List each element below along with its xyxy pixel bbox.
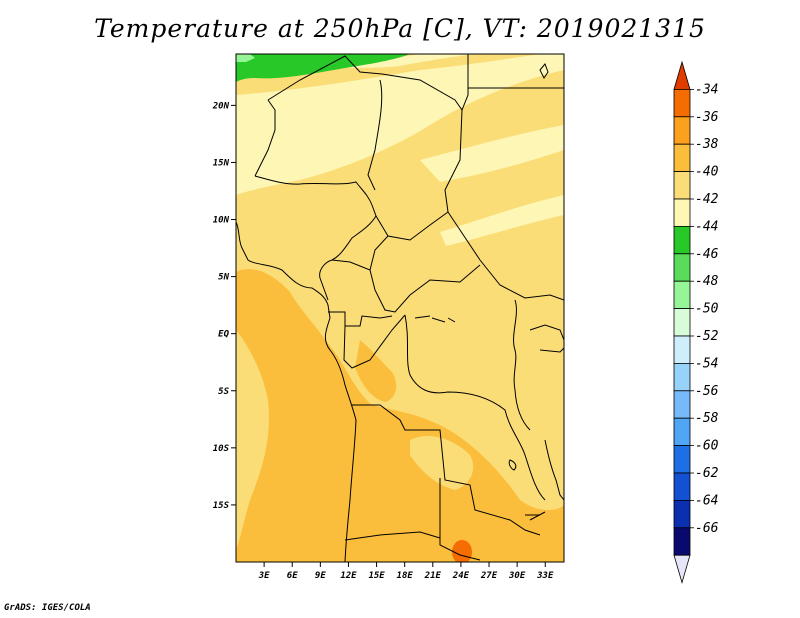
colorbar-swatch xyxy=(673,527,691,556)
colorbar-top-arrow xyxy=(673,60,691,90)
colorbar-swatch xyxy=(673,417,691,447)
colorbar-swatch xyxy=(673,472,691,501)
island xyxy=(539,63,549,79)
border xyxy=(343,314,406,369)
colorbar-level-label: -40 xyxy=(695,165,719,180)
colorbar-level-label: -64 xyxy=(695,493,718,508)
colorbar-swatch xyxy=(673,198,691,227)
colorbar-bottom-arrow xyxy=(673,554,691,585)
colorbar-level-label: -62 xyxy=(695,466,719,481)
border xyxy=(444,109,564,301)
colorbar-swatch xyxy=(673,362,691,392)
lon-tick-label: 21E xyxy=(424,571,442,581)
lake xyxy=(414,315,456,323)
lake xyxy=(508,459,517,471)
lat-tick-label: 10N xyxy=(213,216,230,226)
lon-tick-label: 18E xyxy=(397,571,414,581)
colorbar-swatch xyxy=(673,445,691,474)
border xyxy=(328,311,393,327)
lat-tick-label: 15N xyxy=(213,158,230,168)
colorbar-level-label: -44 xyxy=(695,219,718,234)
lat-tick-label: 15S xyxy=(213,501,230,511)
colorbar: -34 -36 -38 -40 -42 -44 -46 -48 -50 -52 -54 -56 -58 -… xyxy=(673,60,719,585)
colorbar-swatch xyxy=(673,280,691,310)
border xyxy=(367,79,383,191)
colorbar-swatch xyxy=(673,143,691,172)
lat-tick-label: 5N xyxy=(218,273,229,283)
colorbar-level-label: -66 xyxy=(695,521,719,536)
colorbar-level-label: -36 xyxy=(695,110,719,125)
colorbar-swatch xyxy=(673,225,691,255)
map-frame xyxy=(235,53,565,563)
colorbar-level-label: -48 xyxy=(695,274,719,289)
colorbar-level-label: -50 xyxy=(695,302,719,317)
border xyxy=(439,478,481,561)
grads-credit: GrADS: IGES/COLA xyxy=(4,603,91,613)
field-band-38-36 xyxy=(355,340,397,402)
colorbar-level-label: -34 xyxy=(695,82,718,97)
field-band-42-40 xyxy=(236,54,564,195)
border xyxy=(513,299,531,431)
lat-tick-label: 20N xyxy=(212,101,230,111)
colorbar-level-label: -38 xyxy=(695,137,719,152)
colorbar-level-label: -56 xyxy=(695,384,719,399)
temperature-field xyxy=(236,54,564,562)
chart-title: Temperature at 250hPa [C], VT: 201902131… xyxy=(94,14,706,43)
border xyxy=(375,211,449,241)
field-band-38-36 xyxy=(236,269,564,562)
colorbar-swatch xyxy=(673,390,691,419)
colorbar-level-label: -46 xyxy=(695,247,719,262)
lon-tick-label: 30E xyxy=(508,571,526,581)
border xyxy=(352,404,541,536)
colorbar-swatch xyxy=(673,308,691,337)
colorbar-swatch xyxy=(673,116,691,145)
lon-tick-label: 9E xyxy=(315,571,326,581)
colorbar-swatch xyxy=(673,171,691,200)
border xyxy=(331,259,481,313)
colorbar-swatch xyxy=(673,89,691,118)
lon-tick-label: 24E xyxy=(452,571,470,581)
map-boundaries xyxy=(236,54,564,562)
colorbar-swatch xyxy=(673,335,691,364)
lon-tick-label: 6E xyxy=(287,571,298,581)
field-band-38-36 xyxy=(410,435,474,490)
border xyxy=(539,347,564,353)
colorbar-level-label: -60 xyxy=(695,439,719,454)
border xyxy=(404,314,546,501)
lon-tick-label: 33E xyxy=(536,571,554,581)
field-band-38-36 xyxy=(236,330,269,550)
lat-tick-label: EQ xyxy=(218,330,229,340)
border xyxy=(544,439,564,501)
coastline xyxy=(236,221,357,562)
colorbar-swatch xyxy=(673,499,691,529)
border xyxy=(267,54,469,112)
colorbar-level-label: -52 xyxy=(695,329,719,344)
lat-tick-label: 10S xyxy=(213,444,230,454)
lon-tick-label: 27E xyxy=(480,571,498,581)
field-band-46-44 xyxy=(236,54,255,62)
colorbar-level-label: -42 xyxy=(695,192,719,207)
lake xyxy=(525,511,546,521)
border xyxy=(254,99,276,177)
border xyxy=(344,531,441,541)
border xyxy=(369,235,389,271)
colorbar-swatch xyxy=(673,253,691,282)
field-band-42-40 xyxy=(440,195,564,246)
lat-tick-label: 5S xyxy=(218,387,229,397)
lon-tick-label: 3E xyxy=(258,571,270,581)
border xyxy=(529,324,564,341)
lon-tick-label: 15E xyxy=(368,571,385,581)
colorbar-level-label: -54 xyxy=(695,356,718,371)
lon-tick-label: 12E xyxy=(340,571,357,581)
axes: 20N 15N 10N 5N EQ 5S 10S 15S 3E 6E 9E 12E 15E 18E 21E 2… xyxy=(212,101,554,581)
colorbar-level-label: -58 xyxy=(695,411,719,426)
